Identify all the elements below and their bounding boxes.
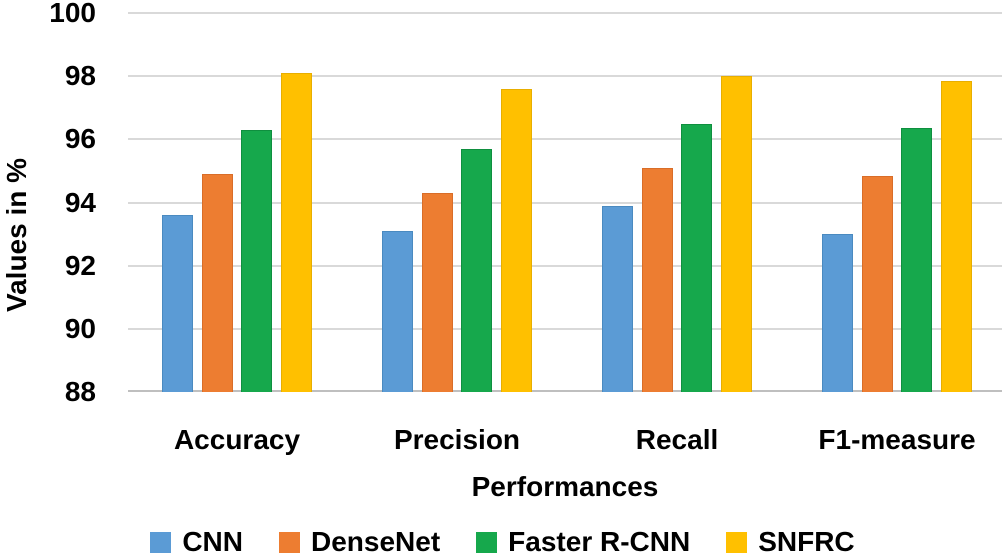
- bar-densenet: [421, 193, 453, 392]
- bar-densenet: [201, 174, 233, 392]
- legend-swatch-icon: [476, 531, 498, 553]
- gridline: [128, 75, 1002, 77]
- bar-cnn: [162, 215, 193, 392]
- plot-area: [128, 12, 1002, 392]
- x-category-label: Precision: [393, 424, 521, 455]
- legend-item-cnn: CNN: [150, 526, 243, 555]
- y-tick-label: 88: [64, 376, 96, 407]
- y-tick-label: 96: [64, 123, 96, 155]
- gridline: [128, 328, 1002, 330]
- bar-densenet: [641, 168, 673, 392]
- bar-cnn: [382, 231, 413, 392]
- legend-label: Faster R-CNN: [508, 526, 691, 555]
- bar-densenet: [861, 176, 893, 392]
- bar-faster-r-cnn: [901, 128, 933, 392]
- bar-snfrc: [720, 76, 752, 392]
- gridline: [128, 265, 1002, 267]
- y-tick-label: 98: [64, 60, 96, 92]
- bar-group-recall: [602, 76, 752, 392]
- legend-swatch-icon: [150, 531, 172, 553]
- legend-swatch-icon: [726, 531, 748, 553]
- legend-item-snfrc: SNFRC: [726, 526, 855, 555]
- y-axis-title: Values in %: [1, 157, 32, 313]
- y-tick-label: 90: [64, 312, 96, 344]
- bar-faster-r-cnn: [461, 149, 493, 392]
- bar-group-f1-measure: [822, 81, 972, 392]
- bar-snfrc: [940, 81, 972, 392]
- y-tick-label: 92: [64, 249, 96, 281]
- y-tick-label: 94: [64, 186, 96, 218]
- x-axis-line: [128, 390, 1002, 392]
- legend-swatch-icon: [279, 531, 300, 553]
- bar-faster-r-cnn: [681, 124, 713, 392]
- y-tick-label: 100: [49, 0, 96, 28]
- bar-group-precision: [382, 89, 532, 392]
- legend-label: DenseNet: [311, 526, 441, 555]
- bar-snfrc: [280, 73, 312, 392]
- legend-item-faster-r-cnn: Faster R-CNN: [476, 526, 690, 555]
- gridline: [128, 12, 1002, 14]
- x-category-label: Recall: [635, 424, 719, 455]
- x-category-label: Accuracy: [173, 424, 301, 455]
- legend-label: CNN: [182, 526, 243, 555]
- gridline: [128, 138, 1002, 140]
- gridline: [128, 202, 1002, 204]
- x-category-label: F1-measure: [818, 424, 976, 455]
- bar-cnn: [822, 234, 853, 392]
- legend-item-densenet: DenseNet: [279, 526, 440, 555]
- legend: CNN DenseNet Faster R-CNN SNFRC: [0, 526, 1005, 555]
- bar-group-accuracy: [162, 73, 312, 392]
- bar-cnn: [602, 206, 633, 392]
- x-axis-title: Performances: [471, 471, 659, 502]
- bar-snfrc: [500, 89, 532, 392]
- legend-label: SNFRC: [758, 526, 855, 555]
- bar-faster-r-cnn: [241, 130, 273, 392]
